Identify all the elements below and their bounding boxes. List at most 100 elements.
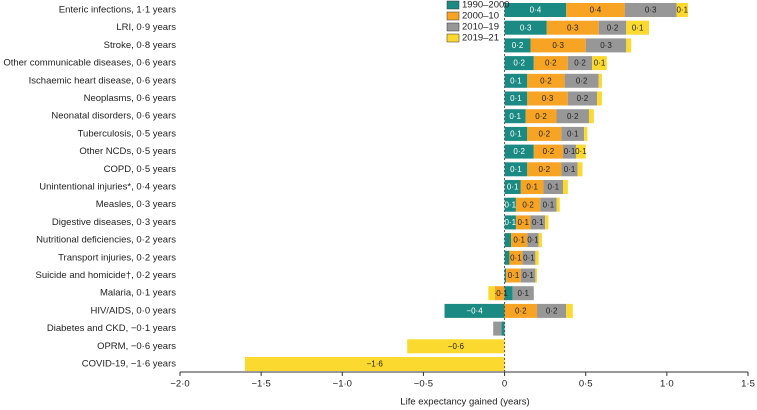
bar-segment: [509, 250, 523, 265]
bar-segment: [564, 73, 599, 88]
bar-segment: [566, 3, 625, 17]
category-label: Unintentional injuries*, 0·4 years: [39, 182, 176, 193]
category-label: Enteric infections, 1·1 years: [59, 5, 176, 16]
value-label: 0·1: [632, 23, 644, 32]
x-tick-label: 1·5: [741, 379, 755, 390]
bar-segment: [504, 20, 547, 35]
bar-segment: [504, 91, 528, 106]
legend-swatch: [446, 11, 460, 21]
bar-segment: [527, 126, 562, 141]
bar-segment: [493, 321, 502, 336]
bar-segment: [504, 144, 534, 159]
bar-segment: [585, 38, 627, 53]
category-label: Neonatal disorders, 0·6 years: [51, 111, 176, 122]
value-label: 0·3: [645, 6, 657, 15]
bar-segment: [626, 20, 650, 35]
bar-segment: [566, 303, 573, 318]
bar-segment: [504, 303, 538, 318]
value-label: 0·4: [530, 6, 542, 15]
bar-segment: [562, 144, 576, 159]
category-label: Other NCDs, 0·5 years: [79, 146, 176, 157]
category-label: OPRM, −0·6 years: [97, 341, 176, 352]
bar-segment: [522, 250, 536, 265]
category-label: Other communicable diseases, 0·6 years: [3, 58, 176, 69]
value-label: 0·1: [517, 289, 529, 298]
bar-segment: [546, 20, 599, 35]
bar-segment: [537, 303, 567, 318]
bar-segment: [597, 91, 602, 106]
category-label: Diabetes and CKD, −0·1 years: [47, 323, 176, 334]
bar-segment: [556, 197, 560, 212]
legend-label: 2019–21: [462, 33, 499, 44]
x-tick-label: 1·0: [660, 379, 674, 390]
value-label: 0·2: [540, 76, 552, 85]
value-label: 0·1: [522, 271, 534, 280]
value-label: 0·2: [515, 307, 527, 316]
legend-label: 2000–10: [462, 11, 499, 22]
bar-segment: [538, 233, 542, 248]
bar-segment: [520, 268, 536, 283]
value-label: 0·1: [510, 94, 522, 103]
x-tick-label: −1·0: [333, 379, 352, 390]
value-label: 0·1: [510, 253, 522, 262]
value-label: 0·1: [564, 147, 576, 156]
category-label: COPD, 0·5 years: [104, 164, 177, 175]
category-label: Transport injuries, 0·2 years: [58, 252, 176, 263]
bar-segment: [504, 250, 510, 265]
bar-segment: [535, 268, 538, 283]
value-label: 0·2: [546, 307, 558, 316]
category-label: HIV/AIDS, 0·0 years: [90, 305, 176, 316]
x-tick-label: −0·5: [414, 379, 433, 390]
value-label: 0·3: [600, 41, 612, 50]
bar-segment: [504, 268, 507, 283]
bar-segment: [592, 56, 607, 71]
bar-segment: [504, 56, 534, 71]
bar-segment: [525, 109, 557, 124]
bar-segment: [504, 233, 512, 248]
category-label: LRI, 0·9 years: [116, 22, 176, 33]
value-label: 0·2: [545, 59, 557, 68]
value-label: 0·1: [575, 147, 587, 156]
legend-label: 2010–19: [462, 22, 499, 33]
value-label: 0·2: [607, 23, 619, 32]
bar-segment: [545, 215, 549, 230]
bar-segment: [511, 233, 528, 248]
bar-segment: [506, 268, 521, 283]
bar-segment: [488, 286, 495, 301]
value-label: 0·1: [510, 130, 522, 139]
value-label: 0·1: [594, 59, 606, 68]
bar-segment: [530, 38, 586, 53]
value-label: 0·1: [564, 165, 576, 174]
x-tick-label: −1·5: [252, 379, 271, 390]
value-label: 0·3: [567, 23, 579, 32]
legend-swatch: [446, 33, 460, 43]
bar-segment: [527, 233, 539, 248]
value-label: 0·1: [527, 236, 539, 245]
bar-segment: [501, 321, 505, 336]
bar-segment: [567, 56, 593, 71]
value-label: 0·2: [512, 41, 524, 50]
bar-segment: [444, 303, 505, 318]
value-label: 0·1: [504, 200, 516, 209]
bar-segment: [533, 144, 563, 159]
legend-swatch: [446, 0, 460, 10]
bar-segment: [624, 3, 677, 17]
value-label: 0·1: [676, 6, 688, 15]
value-label: 0·2: [577, 94, 589, 103]
bar-segment: [504, 126, 528, 141]
bar-segment: [515, 197, 541, 212]
bar-segment: [527, 162, 562, 177]
value-label: 0·1: [517, 218, 529, 227]
x-tick-label: 0: [502, 379, 507, 390]
value-label: 0·2: [513, 147, 525, 156]
value-label: 0·1: [509, 112, 521, 121]
value-label: −0·1: [492, 289, 509, 298]
bar-segment: [577, 162, 583, 177]
bar-segment: [504, 162, 528, 177]
value-label: 0·3: [552, 41, 564, 50]
bar-segment: [575, 144, 586, 159]
value-label: 0·1: [507, 183, 519, 192]
bar-segment: [535, 250, 539, 265]
x-tick-label: −2·0: [170, 379, 189, 390]
value-label: 0·1: [567, 130, 579, 139]
